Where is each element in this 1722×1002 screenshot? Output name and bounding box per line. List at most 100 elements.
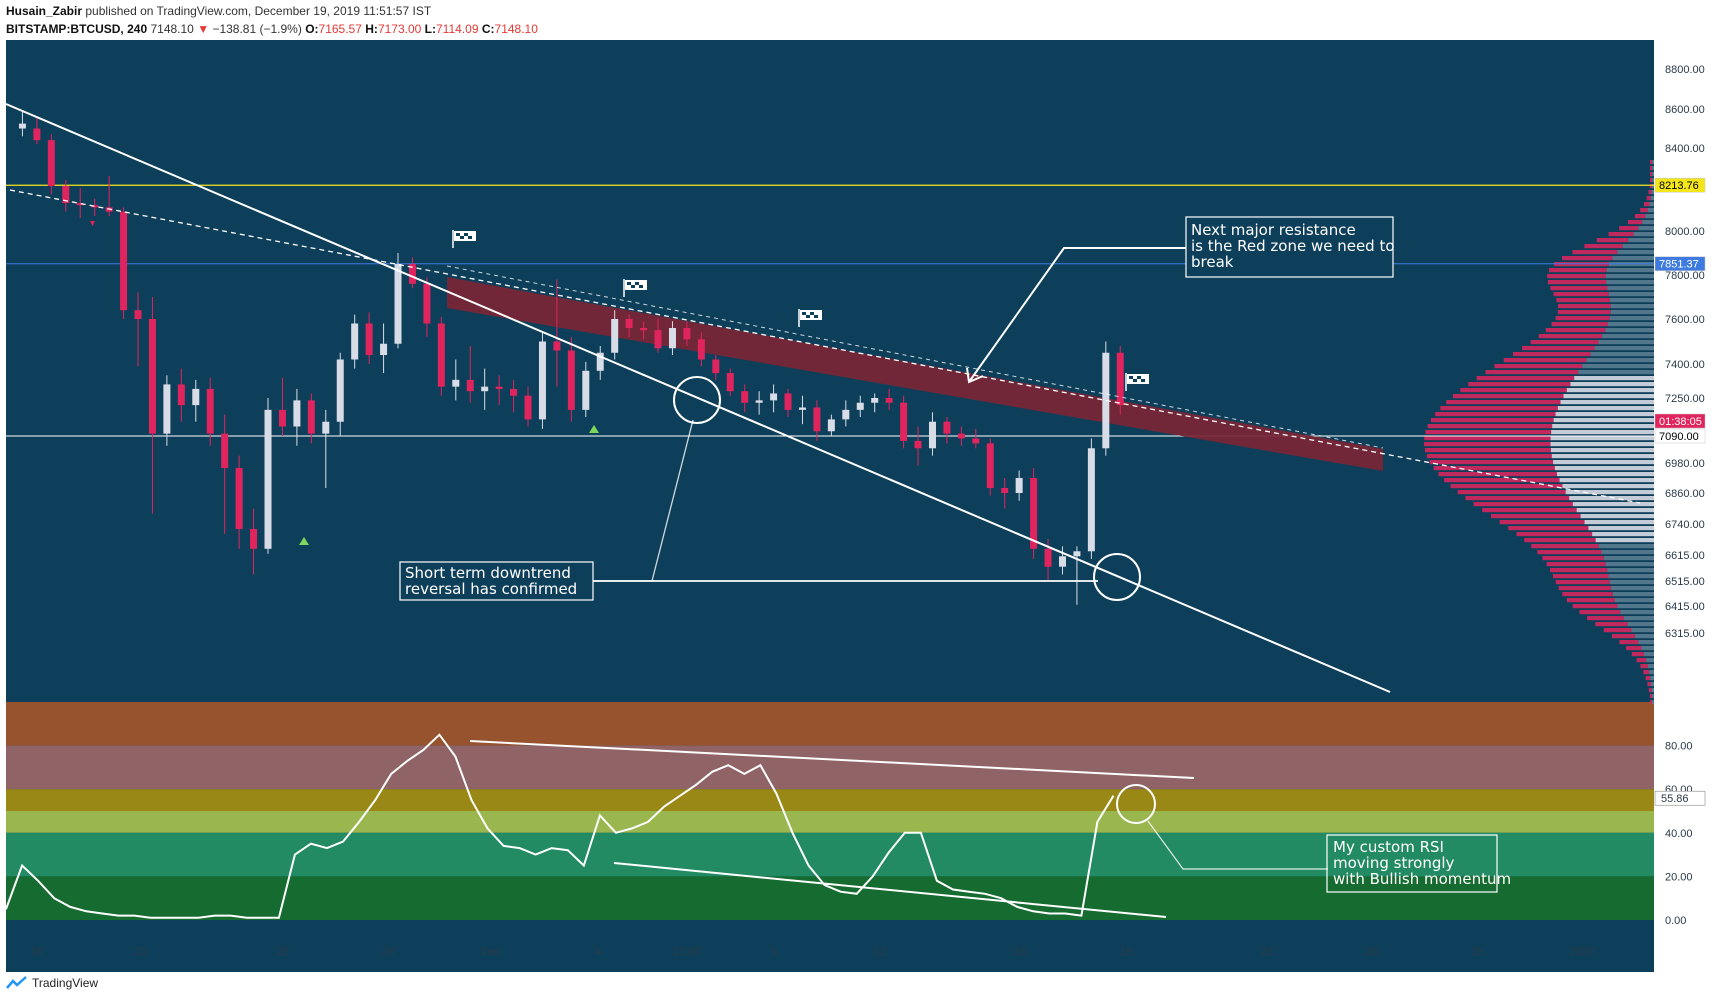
volume-profile-bar	[1650, 178, 1653, 183]
volume-profile-bar	[1606, 268, 1654, 273]
price-tick-label: 7250.00	[1665, 393, 1705, 405]
volume-profile-bar	[1642, 220, 1654, 225]
volume-profile-bar	[1531, 544, 1599, 549]
candle-body	[770, 393, 778, 401]
candle-body	[1030, 478, 1038, 549]
volume-profile-bar	[1649, 694, 1653, 699]
volume-profile-bar	[1553, 292, 1609, 297]
volume-profile-bar	[1553, 418, 1654, 423]
candle-body	[957, 433, 965, 439]
volume-profile-bar	[1572, 502, 1654, 507]
candle-body	[842, 409, 850, 420]
volume-profile-bar	[1606, 280, 1654, 285]
volume-profile-bar	[1647, 664, 1654, 669]
candle-body	[726, 373, 734, 392]
price-badge	[1654, 413, 1706, 429]
volume-profile-bar	[1607, 286, 1654, 291]
volume-profile-bar	[1557, 472, 1654, 477]
volume-profile-bar	[1638, 640, 1654, 645]
volume-profile-bar	[1650, 172, 1653, 177]
candle-body	[322, 421, 330, 434]
candle-body	[654, 330, 662, 349]
candlestick-series	[18, 110, 1124, 605]
volume-profile-bar	[1444, 478, 1560, 483]
volume-profile-bar	[1584, 244, 1623, 249]
volume-profile-bar	[1485, 370, 1579, 375]
price-badge	[1654, 177, 1706, 193]
candle-body	[510, 388, 518, 396]
volume-profile-bar	[1546, 562, 1606, 567]
volume-profile-bar	[1559, 478, 1654, 483]
tradingview-footer[interactable]: TradingView	[6, 976, 98, 990]
candle-body	[206, 388, 214, 434]
volume-profile-bar	[1620, 610, 1654, 615]
resistance-arrow	[968, 247, 1186, 383]
volume-profile-bar	[1476, 376, 1575, 381]
volume-profile-bar	[1645, 214, 1654, 219]
author-name[interactable]: Husain_Zabir	[6, 4, 83, 18]
volume-profile-bar	[1562, 484, 1654, 489]
volume-profile-bar	[1537, 550, 1602, 555]
volume-profile-bar	[1553, 460, 1654, 465]
price-tick-label: 8600.00	[1665, 104, 1705, 116]
volume-profile-bar	[1648, 190, 1652, 195]
volume-profile-bar	[1524, 538, 1596, 543]
rsi-band	[6, 745, 1654, 790]
candle-body	[986, 443, 994, 488]
volume-profile-bar	[1435, 412, 1556, 417]
volume-profile-bar	[1499, 520, 1585, 525]
volume-profile-bar	[1627, 220, 1643, 225]
volume-profile-bar	[1556, 298, 1611, 303]
rsi-annotation-line: moving strongly	[1333, 854, 1455, 872]
time-axis[interactable]: 18 21 25 28 Dec 4 13:30 9 12 16 19 23 26 29 2020	[30, 946, 1594, 958]
volume-profile-bar	[1550, 442, 1654, 447]
candle-body	[148, 319, 156, 434]
published-text: published on TradingView.com, December 1…	[85, 4, 432, 18]
time-tick-label: 26	[1366, 946, 1378, 958]
volume-profile-bar	[1424, 442, 1551, 447]
volume-profile-bar	[1555, 580, 1610, 585]
volume-profile-bar	[1623, 616, 1654, 621]
time-tick-label: 29	[1471, 946, 1483, 958]
volume-profile-bar	[1612, 592, 1654, 597]
open-label: O:	[305, 22, 319, 36]
volume-profile-bar	[1607, 322, 1654, 327]
price-chart[interactable]: Next major resistance is the Red zone we…	[0, 40, 1722, 972]
candle-body	[1073, 551, 1081, 557]
close-label: C:	[481, 22, 495, 36]
red-resistance-zone	[447, 277, 1383, 471]
candle-body	[221, 433, 229, 468]
volume-profile-bar	[1557, 406, 1654, 411]
candle-body	[437, 323, 445, 387]
volume-profile-bar	[1608, 292, 1654, 297]
volume-profile-bar	[1592, 532, 1654, 537]
volume-profile-bar	[1557, 310, 1611, 315]
high-label: H:	[365, 22, 378, 36]
candle-body	[683, 328, 691, 340]
candle-body	[827, 419, 835, 432]
candle-body	[1116, 352, 1124, 406]
last-price: 7148.10	[150, 22, 194, 36]
volume-profile-bar	[1587, 616, 1624, 621]
candle-body	[712, 359, 720, 374]
volume-profile-bar	[1617, 604, 1654, 609]
volume-profile-bar	[1584, 520, 1654, 525]
volume-profile-bar	[1551, 430, 1654, 435]
resistance-annotation-line: Next major resistance	[1191, 221, 1356, 239]
rsi-bands	[6, 702, 1654, 920]
volume-profile-bar	[1605, 328, 1654, 333]
volume-profile-bar	[1646, 196, 1651, 201]
low-label: L:	[424, 22, 436, 36]
candle-body	[278, 409, 286, 427]
price-tick-label: 7600.00	[1665, 314, 1705, 326]
price-tick-label: 6615.00	[1665, 550, 1705, 562]
resistance-annotation: Next major resistance is the Red zone we…	[1185, 216, 1395, 278]
candle-body	[365, 323, 373, 355]
volume-profile-bar	[1508, 526, 1589, 531]
flag-icon	[798, 309, 822, 327]
rsi-line	[5, 733, 1115, 919]
volume-profile-bar	[1595, 538, 1654, 543]
dashed-trendline	[9, 189, 1641, 504]
volume-profile-bar	[1650, 196, 1654, 201]
